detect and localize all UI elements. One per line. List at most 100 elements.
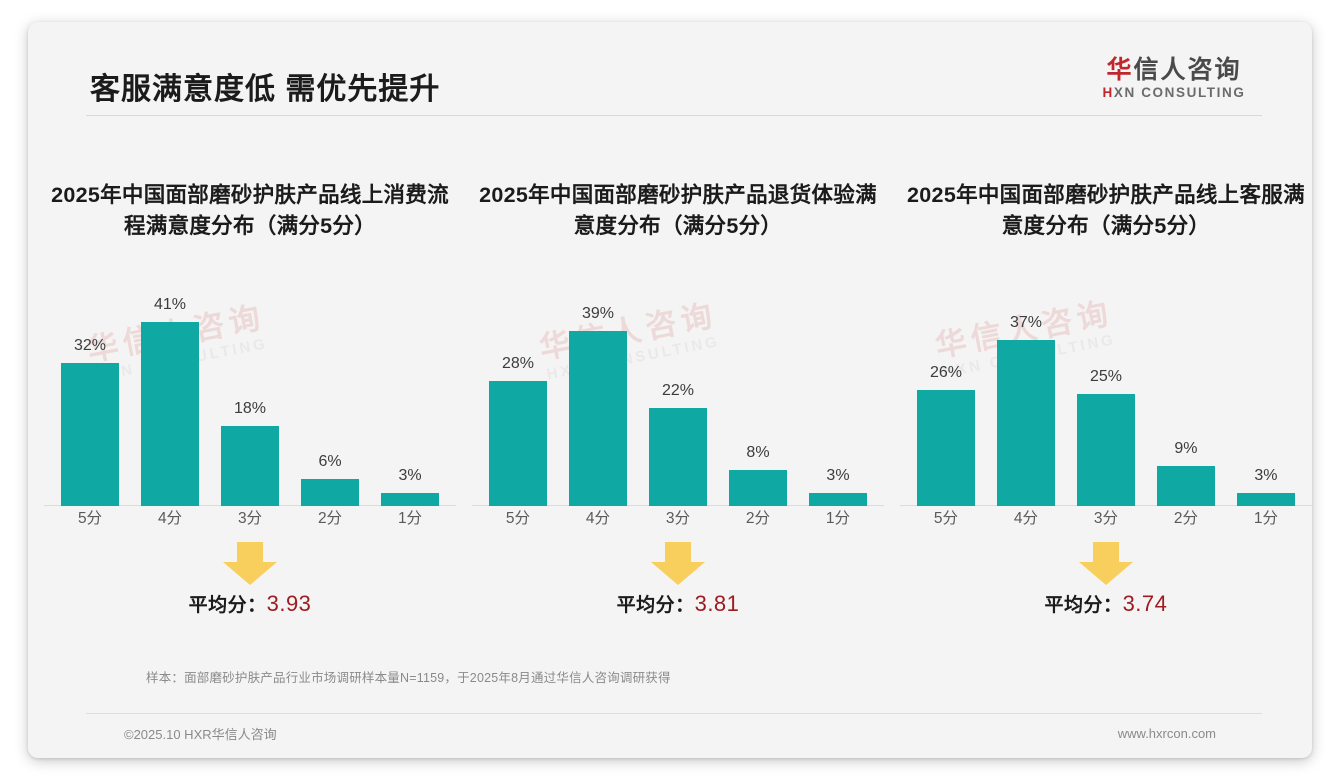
bars-container-3: 26% 37% 25% 9% 3% <box>906 278 1306 507</box>
bars-container-2: 28% 39% 22% 8% 3% <box>478 278 878 507</box>
category-label: 2分 <box>317 510 343 528</box>
bar-rect <box>381 492 439 507</box>
logo-chinese-text: 华信人咨询 <box>1084 57 1264 83</box>
bar-slot: 18% <box>221 278 279 507</box>
bar-slot: 25% <box>1076 278 1135 507</box>
category-label: 4分 <box>1013 510 1039 528</box>
bar-value-label: 26% <box>929 363 962 381</box>
bar-chart-2: 华信人咨询 HXN CONSULTING 28% 39% 22% 8% 3% 5分 4分 3… <box>471 278 884 528</box>
bar-rect <box>488 380 547 507</box>
bar-slot: 22% <box>648 278 707 507</box>
average-label-3: 平均分： <box>1044 595 1123 617</box>
category-label: 1分 <box>1253 510 1279 528</box>
website-text: www.hxrcon.com <box>1117 725 1216 741</box>
bar-slot: 41% <box>141 278 199 507</box>
bar-value-label: 39% <box>581 305 614 323</box>
category-label: 1分 <box>397 510 423 528</box>
bar-value-label: 32% <box>73 336 107 354</box>
bar-value-label: 22% <box>661 381 694 399</box>
bar-value-label: 6% <box>318 453 342 471</box>
average-block-1: 平均分：3.93 <box>50 542 450 634</box>
bar-slot: 26% <box>916 278 975 507</box>
category-label: 3分 <box>237 510 263 528</box>
bar-rect <box>141 322 199 507</box>
average-line-3: 平均分：3.74 <box>906 590 1306 617</box>
chart-panel-1: 2025年中国面部磨砂护肤产品线上消费流程满意度分布（满分5分） 华信人咨询 H… <box>28 132 456 634</box>
category-labels-3: 5分 4分 3分 2分 1分 <box>906 506 1306 528</box>
bar-chart-3: 华信人咨询 HXN CONSULTING 26%37%25%9%3% 5分4分3… <box>899 278 1312 528</box>
source-note: 样本：面部磨砂护肤产品行业市场调研样本量N=1159，于2025年8月通过华信人… <box>146 671 671 685</box>
bar-slot: 32% <box>61 278 119 507</box>
category-label: 5分 <box>77 510 103 528</box>
down-arrow-icon-3 <box>1077 542 1135 591</box>
category-label: 4分 <box>157 510 183 528</box>
bar-slot: 9% <box>1156 278 1215 507</box>
chart-title-2: 2025年中国面部磨砂护肤产品退货体验满意度分布（满分5分） <box>479 183 877 239</box>
average-label-2: 平均分： <box>616 595 695 617</box>
bar-rect <box>301 479 359 507</box>
bar-slot: 3% <box>1236 278 1295 507</box>
company-logo: 华信人咨询 HXN CONSULTING <box>1084 57 1264 100</box>
copyright-text: ©2025.10 HXR华信人咨询 <box>124 726 277 742</box>
bar-value-label: 3% <box>826 466 850 484</box>
bar-rect <box>1156 465 1215 507</box>
bar-chart-1: 华信人咨询 HXN CONSULTING 32%41%18%6%3% 5分4分3… <box>44 278 456 528</box>
chart-title-1: 2025年中国面部磨砂护肤产品线上消费流程满意度分布（满分5分） <box>51 183 449 239</box>
average-value-1: 3.93 <box>266 591 312 617</box>
category-label: 4分 <box>585 510 611 528</box>
bar-slot: 3% <box>808 278 867 507</box>
down-arrow-icon-1 <box>221 542 279 591</box>
page-title: 客服满意度低 需优先提升 <box>90 73 441 106</box>
down-arrow-icon-2 <box>649 542 707 591</box>
category-label: 2分 <box>1173 510 1199 528</box>
bar-rect <box>648 407 707 507</box>
average-line-1: 平均分：3.93 <box>50 590 450 617</box>
bar-rect <box>1076 394 1135 507</box>
footer-divider <box>86 713 1262 714</box>
bar-rect <box>728 470 787 507</box>
bar-value-label: 41% <box>153 296 187 314</box>
bar-rect <box>996 340 1055 507</box>
bar-value-label: 9% <box>1174 439 1198 457</box>
bar-value-label: 8% <box>746 444 770 462</box>
category-label: 5分 <box>505 510 531 528</box>
bar-rect <box>916 389 975 507</box>
bar-rect <box>61 362 119 507</box>
bars-container-1: 32% 41% 18% 6% 3% <box>50 278 450 507</box>
bar-slot: 6% <box>301 278 359 507</box>
logo-h-char: H <box>1102 85 1114 101</box>
logo-hua-char: 华 <box>1106 56 1134 84</box>
slide-footer: ©2025.10 HXR华信人咨询 www.hxrcon.com <box>28 722 1312 744</box>
category-labels-1: 5分 4分 3分 2分 1分 <box>50 506 450 528</box>
chart-title-3: 2025年中国面部磨砂护肤产品线上客服满意度分布（满分5分） <box>907 183 1305 239</box>
bar-slot: 37% <box>996 278 1055 507</box>
bar-rect <box>808 492 867 507</box>
average-block-2: 平均分：3.81 <box>478 542 878 634</box>
average-block-3: 平均分：3.74 <box>906 542 1306 634</box>
bar-value-label: 25% <box>1089 368 1122 386</box>
bar-slot: 8% <box>728 278 787 507</box>
bar-rect <box>221 425 279 507</box>
logo-chinese-rest: 信人咨询 <box>1133 56 1242 84</box>
slide-header: 客服满意度低 需优先提升 华信人咨询 HXN CONSULTING <box>28 22 1312 118</box>
bar-value-label: 18% <box>233 399 267 417</box>
bar-value-label: 37% <box>1009 314 1042 332</box>
charts-row: 2025年中国面部磨砂护肤产品线上消费流程满意度分布（满分5分） 华信人咨询 H… <box>28 132 1312 634</box>
bar-rect <box>568 331 627 507</box>
category-label: 2分 <box>745 510 771 528</box>
bar-slot: 3% <box>381 278 439 507</box>
bar-value-label: 3% <box>398 466 422 484</box>
category-label: 3分 <box>665 510 691 528</box>
bar-value-label: 28% <box>501 354 534 372</box>
category-label: 1分 <box>825 510 851 528</box>
average-label-1: 平均分： <box>188 595 267 617</box>
bar-slot: 28% <box>488 278 547 507</box>
bar-rect <box>1236 492 1295 507</box>
average-line-2: 平均分：3.81 <box>478 590 878 617</box>
chart-panel-2: 2025年中国面部磨砂护肤产品退货体验满意度分布（满分5分） 华信人咨询 HXN… <box>456 132 884 634</box>
average-value-3: 3.74 <box>1122 591 1168 617</box>
category-label: 5分 <box>933 510 959 528</box>
slide-card: 客服满意度低 需优先提升 华信人咨询 HXN CONSULTING 2025年中… <box>28 22 1312 758</box>
category-label: 3分 <box>1093 510 1119 528</box>
bar-slot: 39% <box>568 278 627 507</box>
